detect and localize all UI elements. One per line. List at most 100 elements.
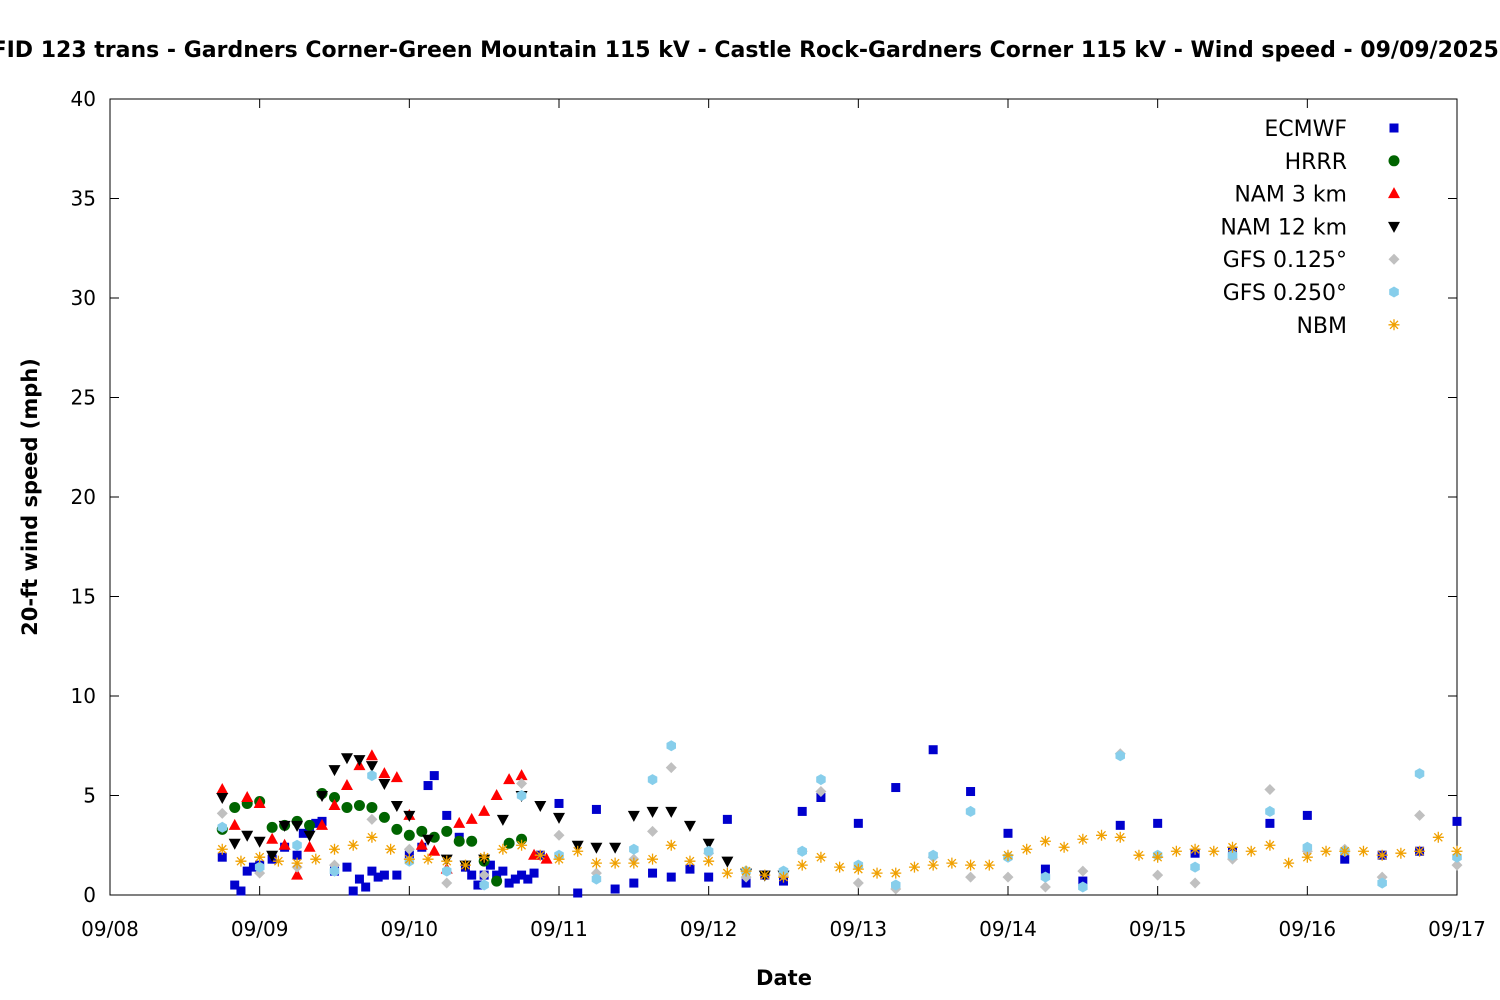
nbm-point [216,843,228,855]
nbm-point [1077,833,1089,845]
nbm-point [1170,845,1182,857]
nam-12-km-point [303,830,316,842]
nbm-point [478,851,490,863]
x-tick-label: 09/17 [1428,917,1486,941]
ecmwf-point [379,870,389,880]
nam-3-km-point [428,844,441,856]
nbm-point [834,861,846,873]
legend-marker-nam-12-km [1388,221,1400,233]
nbm-point [1264,839,1276,851]
ecmwf-point [523,874,533,884]
nbm-point [759,869,771,881]
nbm-point [852,863,864,875]
nam-3-km-point [253,796,266,808]
nam-3-km-point [278,838,291,850]
nam-12-km-point [328,765,341,777]
ecmwf-point [467,870,477,880]
nbm-point [1432,831,1444,843]
ecmwf-point [666,872,676,882]
ecmwf-point [367,866,377,876]
ecmwf-point [342,862,352,872]
nam-12-km-point [340,753,353,765]
nbm-point [1301,851,1313,863]
ecmwf-point [348,886,358,896]
hrrr-point [266,821,278,833]
ecmwf-point [217,852,227,862]
nbm-point [385,843,397,855]
x-axis: 09/08 09/09 09/10 09/11 09/12 09/13 09/14 09/15… [81,99,1486,941]
ecmwf-point [473,880,483,890]
ecmwf-point [741,878,751,888]
series-nam-3-km [216,749,553,880]
legend-marker-gfs-0-125 [1388,253,1400,265]
series-ecmwf [217,745,1462,898]
nbm-point [927,859,939,871]
nam-3-km-point [503,773,516,785]
nbm-point [1376,849,1388,861]
nbm-point [796,859,808,871]
hrrr-point [378,811,390,823]
y-tick-label: 25 [71,386,96,410]
gfs-0-250-point [1227,849,1238,861]
gfs-0-250-point [1190,861,1200,873]
nam-12-km-point [365,761,378,773]
gfs-0-250-point [629,843,639,855]
gfs-0-250-point [1078,881,1088,893]
nam-3-km-point [515,769,528,781]
nam-3-km-point [528,848,541,860]
y-axis: 0 5 10 15 20 25 30 35 40 [71,87,1457,907]
nam-3-km-point [465,812,478,824]
gfs-0-250-point [666,740,676,752]
hrrr-point [341,801,353,813]
legend-marker-ecmwf [1389,123,1399,133]
nam-12-km-point [609,842,622,854]
legend-label-gfs-0-250: GFS 0.250° [1223,281,1347,306]
nbm-point [459,859,471,871]
x-tick-label: 09/14 [979,917,1037,941]
ecmwf-point [1340,854,1350,864]
nam-3-km-point [365,749,378,761]
nbm-point [983,859,995,871]
nbm-point [347,839,359,851]
gfs-0-125-point [403,843,415,855]
ecmwf-point [853,818,863,828]
nam-3-km-point [241,790,254,802]
nbm-point [1096,829,1108,841]
ecmwf-point [1115,820,1125,830]
nbm-point [628,857,640,869]
legend-label-nam-3-km: NAM 3 km [1234,183,1347,208]
nbm-point [890,867,902,879]
nbm-point [310,853,322,865]
y-tick-label: 15 [71,585,96,609]
nbm-point [1451,845,1463,857]
nbm-point [366,831,378,843]
legend-label-nam-12-km: NAM 12 km [1220,215,1347,240]
ecmwf-point [354,874,364,884]
legend-label-ecmwf: ECMWF [1264,117,1347,142]
ecmwf-point [392,870,402,880]
y-tick-label: 10 [71,684,96,708]
hrrr-point [229,801,241,813]
y-tick-label: 40 [71,87,96,111]
y-tick-label: 5 [83,784,96,808]
hrrr-point [353,799,365,811]
nbm-point [778,871,789,883]
nam-3-km-point [453,816,466,828]
x-tick-label: 09/16 [1279,917,1337,941]
nam-3-km-point [328,798,341,810]
ecmwf-point [442,810,452,820]
ecmwf-point [1153,818,1163,828]
gfs-0-125-point [441,877,453,889]
nam-12-km-point [590,842,603,854]
ecmwf-point [429,771,439,781]
nbm-point [908,861,920,873]
gfs-0-250-point [1377,877,1387,889]
hrrr-point [304,819,316,831]
nbm-point [665,839,677,851]
y-tick-label: 20 [71,485,96,509]
nam-12-km-point [266,850,279,862]
y-tick-label: 30 [71,286,96,310]
nam-12-km-point [422,834,435,846]
nbm-point [946,857,958,869]
gfs-0-125-point [647,825,659,837]
